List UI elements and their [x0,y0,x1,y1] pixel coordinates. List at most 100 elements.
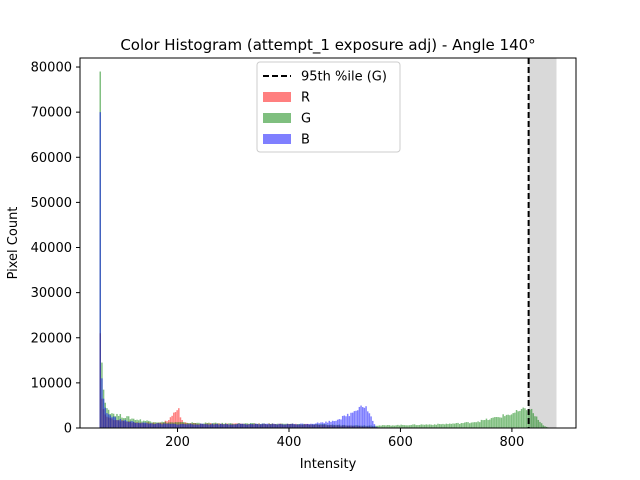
histogram-bar-b [224,424,227,428]
histogram-bar-b [367,411,369,428]
legend-label: 95th %ile (G) [301,70,387,85]
histogram-bar-b [174,423,177,428]
histogram-bar-g [443,424,446,428]
histogram-bar-b [211,423,213,428]
histogram-bar-g [400,424,402,428]
histogram-bar-g [388,425,391,428]
histogram-bar-b [285,424,287,428]
histogram-bar-b [372,420,374,428]
histogram-bar-g [460,423,463,428]
histogram-bar-g [417,425,419,428]
histogram-bar-g [502,414,504,428]
histogram-bar-g [380,425,382,428]
histogram-bar-b [244,424,247,428]
histogram-bar-g [418,424,421,428]
histogram-bar-b [278,423,280,428]
histogram-bar-b [101,378,103,428]
histogram-bar-g [383,425,386,428]
histogram-bar-b [199,423,202,428]
histogram-bar-b [323,423,326,428]
legend-box [256,61,401,153]
histogram-bar-g [393,425,396,428]
histogram-bar-g [524,408,526,428]
histogram-bar-b [345,416,347,428]
histogram-bar-b [311,423,314,428]
histogram-bar-g [489,419,491,428]
histogram-bar-g [545,426,548,428]
histogram-bar-g [542,425,545,428]
histogram-bar-g [402,424,404,428]
histogram-bar-b [293,424,295,428]
histogram-bar-g [452,423,454,428]
y-tick-label: 70000 [31,106,72,121]
legend-label: R [301,91,310,106]
x-tick-label: 600 [388,435,413,450]
histogram-bar-b [336,419,339,428]
chart-title: Color Histogram (attempt_1 exposure adj)… [120,36,535,55]
histogram-bar-r [176,410,178,428]
histogram-bar-b [275,424,277,428]
histogram-bar-b [330,421,332,428]
histogram-bar-g [530,408,533,428]
histogram-bar-b [208,424,210,428]
histogram-bar-g [428,424,431,428]
histogram-bar-b [119,418,122,428]
histogram-bar-g [520,408,523,428]
histogram-bar-g [482,420,484,428]
histogram-bar-b [107,414,110,428]
histogram-bar-g [525,410,528,428]
histogram-bar-b [315,423,317,428]
x-tick-label: 400 [277,435,302,450]
histogram-bar-g [453,423,456,428]
histogram-bar-b [221,424,224,428]
histogram-bar-b [111,417,113,428]
histogram-bar-b [149,423,152,428]
histogram-bar-g [475,422,478,428]
histogram-bar-g [514,412,516,428]
legend-label: G [301,112,311,127]
histogram-bar-b [276,424,279,428]
histogram-bar-g [425,424,427,428]
histogram-bar-b [246,424,249,428]
histogram-bar-b [136,422,138,428]
histogram-bar-g [435,424,438,428]
histogram-bar-b [116,420,118,428]
histogram-bar-g [515,410,518,428]
histogram-bar-b [166,423,168,428]
histogram-bar-g [390,425,392,428]
histogram-bar-g [442,423,444,428]
histogram-bar-g [477,421,479,428]
histogram-bar-b [241,423,244,428]
histogram-bar-b [340,419,342,428]
histogram-bar-g [540,423,543,428]
histogram-bar-g [407,425,409,428]
histogram-bar-g [539,421,541,428]
histogram-bar-b [268,423,270,428]
histogram-bar-g [458,423,461,428]
histogram-bar-b [193,424,195,428]
histogram-bar-b [239,423,242,428]
histogram-bar-b [216,423,219,428]
histogram-bar-g [457,422,459,428]
histogram-bar-b [350,412,352,428]
histogram-bar-b [281,424,284,428]
histogram-bar-b [164,423,167,428]
histogram-bar-b [131,421,133,428]
histogram-bar-b [102,398,105,428]
histogram-bar-b [168,423,170,428]
histogram-bar-b [305,423,307,428]
histogram-bar-b [348,416,351,428]
y-axis-ticks: 0 10000 20000 30000 40000 50000 60000 70000 8000… [31,61,80,437]
histogram-bar-b [361,407,364,428]
histogram-bar-b [194,424,197,428]
histogram-bar-b [355,410,357,428]
histogram-bar-b [280,424,282,428]
histogram-bar-b [191,424,193,428]
histogram-bar-b [147,423,150,428]
histogram-bar-g [398,425,401,428]
histogram-bar-b [233,424,235,428]
histogram-bar-g [423,424,426,428]
y-axis-label: Pixel Count [6,207,21,280]
histogram-bar-b [104,407,106,428]
